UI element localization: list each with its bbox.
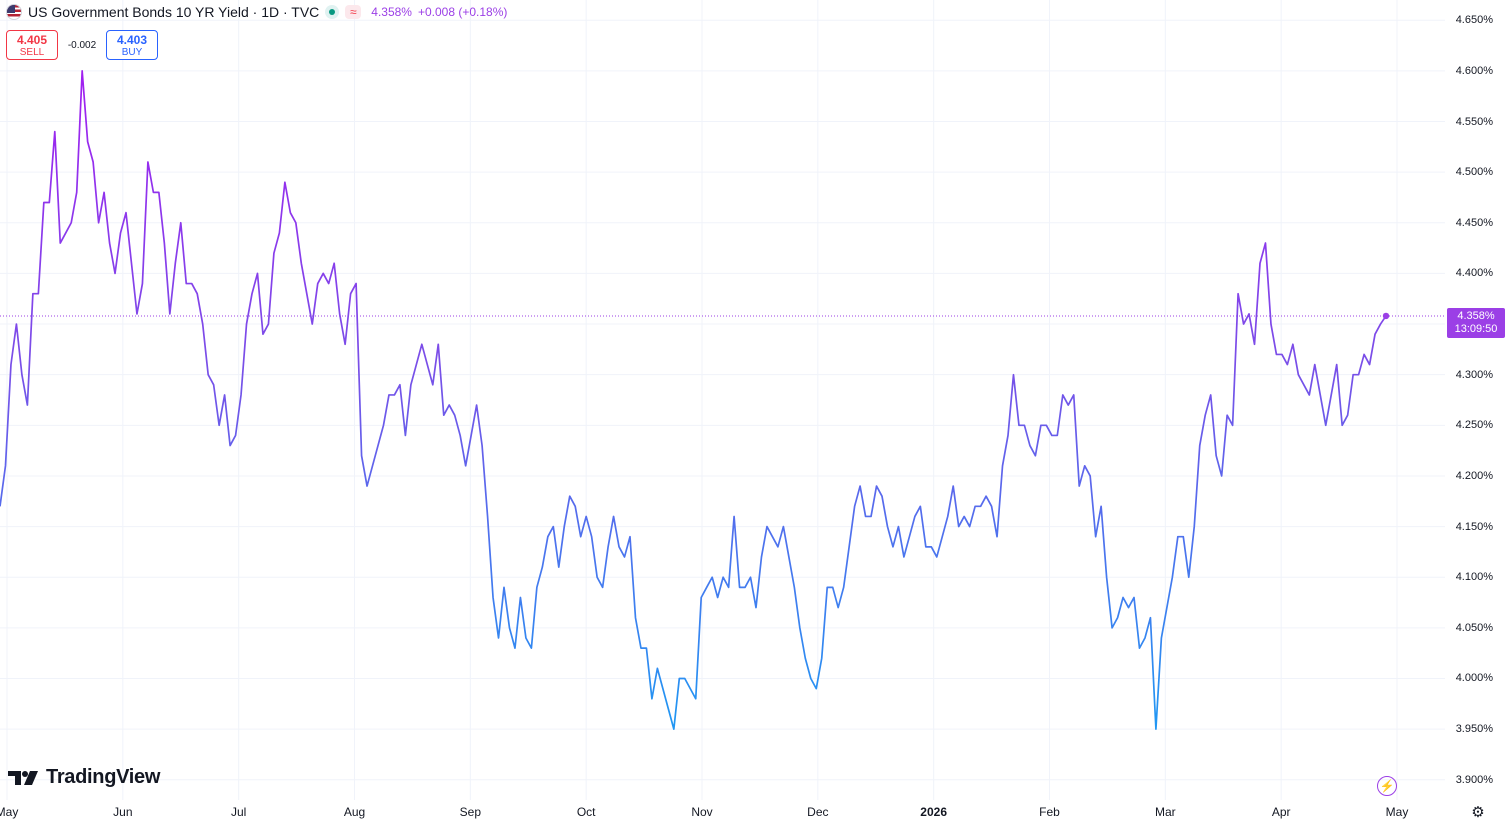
y-tick-label: 3.900% — [1455, 773, 1493, 786]
y-tick-label: 3.950% — [1455, 723, 1493, 736]
tradingview-logo[interactable]: TradingView — [8, 766, 160, 789]
grid-lines — [0, 0, 1445, 800]
x-tick-label: Oct — [576, 805, 596, 819]
sell-label: SELL — [19, 47, 45, 58]
last-price-dot — [1382, 312, 1390, 320]
y-tick-label: 4.500% — [1455, 166, 1493, 179]
us-flag-icon — [6, 4, 22, 20]
last-price-time: 13:09:50 — [1454, 322, 1498, 335]
y-tick-label: 4.550% — [1455, 115, 1493, 128]
yield-series-line — [0, 70, 1387, 730]
x-tick-label: May — [0, 805, 19, 819]
gear-icon[interactable]: ⚙ — [1471, 804, 1485, 821]
y-tick-label: 4.300% — [1455, 368, 1493, 381]
last-price-label: 4.358% 13:09:50 — [1447, 307, 1505, 338]
price-scale[interactable]: 4.650% 4.600% 4.550% 4.500% 4.450% 4.400% 4.35… — [1445, 0, 1507, 800]
y-tick-label: 4.600% — [1455, 64, 1493, 77]
spread-value: -0.002 — [67, 39, 97, 51]
x-tick-label: May — [1385, 805, 1409, 819]
approx-icon[interactable]: ≈ — [345, 5, 362, 19]
sell-price: 4.405 — [16, 33, 48, 47]
y-tick-label: 4.100% — [1455, 571, 1493, 584]
x-tick-label: Nov — [691, 805, 713, 819]
chart-plot[interactable] — [0, 0, 1445, 800]
y-tick-label: 4.250% — [1455, 419, 1493, 432]
y-tick-label: 4.050% — [1455, 621, 1493, 634]
trade-buttons: 4.405 SELL -0.002 4.403 BUY — [6, 30, 158, 60]
x-tick-label: Jun — [113, 805, 133, 819]
y-tick-label: 4.200% — [1455, 469, 1493, 482]
symbol-title[interactable]: US Government Bonds 10 YR Yield · 1D · T… — [28, 4, 320, 20]
x-tick-label: Mar — [1154, 805, 1176, 819]
logo-text: TradingView — [46, 766, 161, 788]
x-tick-label: Aug — [343, 805, 366, 819]
x-tick-label: Apr — [1271, 805, 1291, 819]
x-tick-label: 2026 — [920, 805, 948, 819]
buy-price: 4.403 — [116, 33, 148, 47]
header-last-price: 4.358% — [371, 5, 412, 19]
x-tick-label: Sep — [459, 805, 482, 819]
flash-icon[interactable]: ⚡ — [1377, 776, 1397, 796]
last-price-value: 4.358% — [1457, 309, 1495, 322]
chart-legend-header: US Government Bonds 10 YR Yield · 1D · T… — [6, 4, 507, 20]
x-tick-label: Feb — [1039, 805, 1060, 819]
buy-label: BUY — [121, 47, 143, 58]
market-open-dot-icon[interactable] — [325, 5, 340, 19]
y-tick-label: 4.150% — [1455, 520, 1493, 533]
y-tick-label: 4.000% — [1455, 672, 1493, 685]
y-tick-label: 4.450% — [1455, 216, 1493, 229]
chart-area[interactable]: US Government Bonds 10 YR Yield · 1D · T… — [0, 0, 1445, 800]
tradingview-logo-icon — [8, 770, 38, 785]
y-tick-label: 4.650% — [1455, 14, 1493, 27]
x-tick-label: Dec — [807, 805, 829, 819]
x-tick-label: Jul — [230, 805, 247, 819]
buy-button[interactable]: 4.403 BUY — [106, 30, 158, 60]
time-scale[interactable]: May Jun Jul Aug Sep Oct Nov Dec 2026 Feb Mar Apr May — [0, 800, 1445, 826]
header-change: +0.008 (+0.18%) — [417, 5, 508, 19]
y-tick-label: 4.400% — [1455, 267, 1493, 280]
sell-button[interactable]: 4.405 SELL — [6, 30, 58, 60]
